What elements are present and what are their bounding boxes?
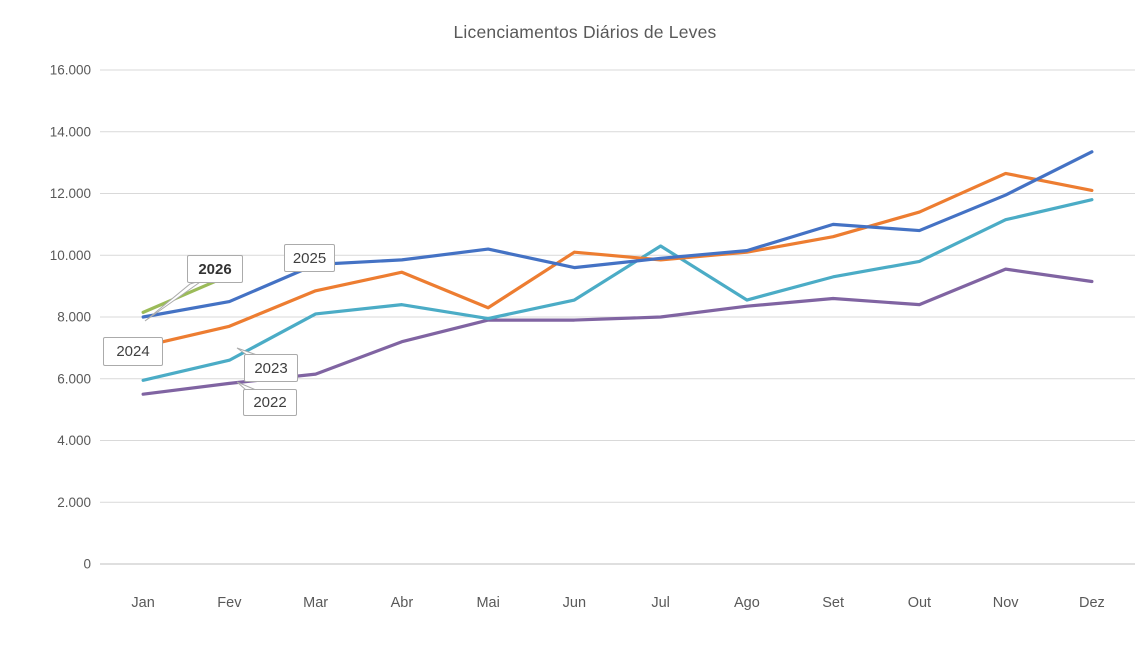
y-tick-label: 14.000 [50, 124, 91, 139]
series-callout-label-2024: 2024 [103, 337, 163, 366]
y-tick-label: 0 [83, 557, 91, 572]
x-tick-label: Jun [563, 595, 586, 611]
y-tick-label: 4.000 [57, 433, 91, 448]
y-tick-label: 6.000 [57, 371, 91, 386]
y-tick-label: 10.000 [50, 248, 91, 263]
x-tick-label: Nov [993, 595, 1020, 611]
x-tick-label: Fev [217, 595, 242, 611]
x-tick-label: Dez [1079, 595, 1105, 611]
x-tick-label: Mar [303, 595, 328, 611]
series-line-2022 [141, 267, 1094, 396]
y-tick-label: 8.000 [57, 310, 91, 325]
series-line-2024 [141, 171, 1094, 348]
x-tick-label: Jan [131, 595, 154, 611]
series-callout-label-2025: 2025 [284, 244, 335, 272]
x-tick-label: Out [908, 595, 931, 611]
series-callout-label-2023: 2023 [244, 354, 298, 382]
series-line-2023 [141, 198, 1094, 382]
x-tick-label: Jul [651, 595, 670, 611]
y-tick-label: 12.000 [50, 186, 91, 201]
y-tick-label: 16.000 [50, 63, 91, 78]
x-tick-label: Ago [734, 595, 760, 611]
series-callout-label-2026: 2026 [187, 255, 243, 283]
y-tick-label: 2.000 [57, 495, 91, 510]
x-tick-label: Mai [476, 595, 499, 611]
x-tick-label: Abr [391, 595, 414, 611]
series-callout-label-2022: 2022 [243, 389, 297, 416]
callout-pointer-2026 [144, 279, 204, 322]
x-tick-label: Set [822, 595, 844, 611]
chart-title: Licenciamentos Diários de Leves [453, 22, 717, 42]
